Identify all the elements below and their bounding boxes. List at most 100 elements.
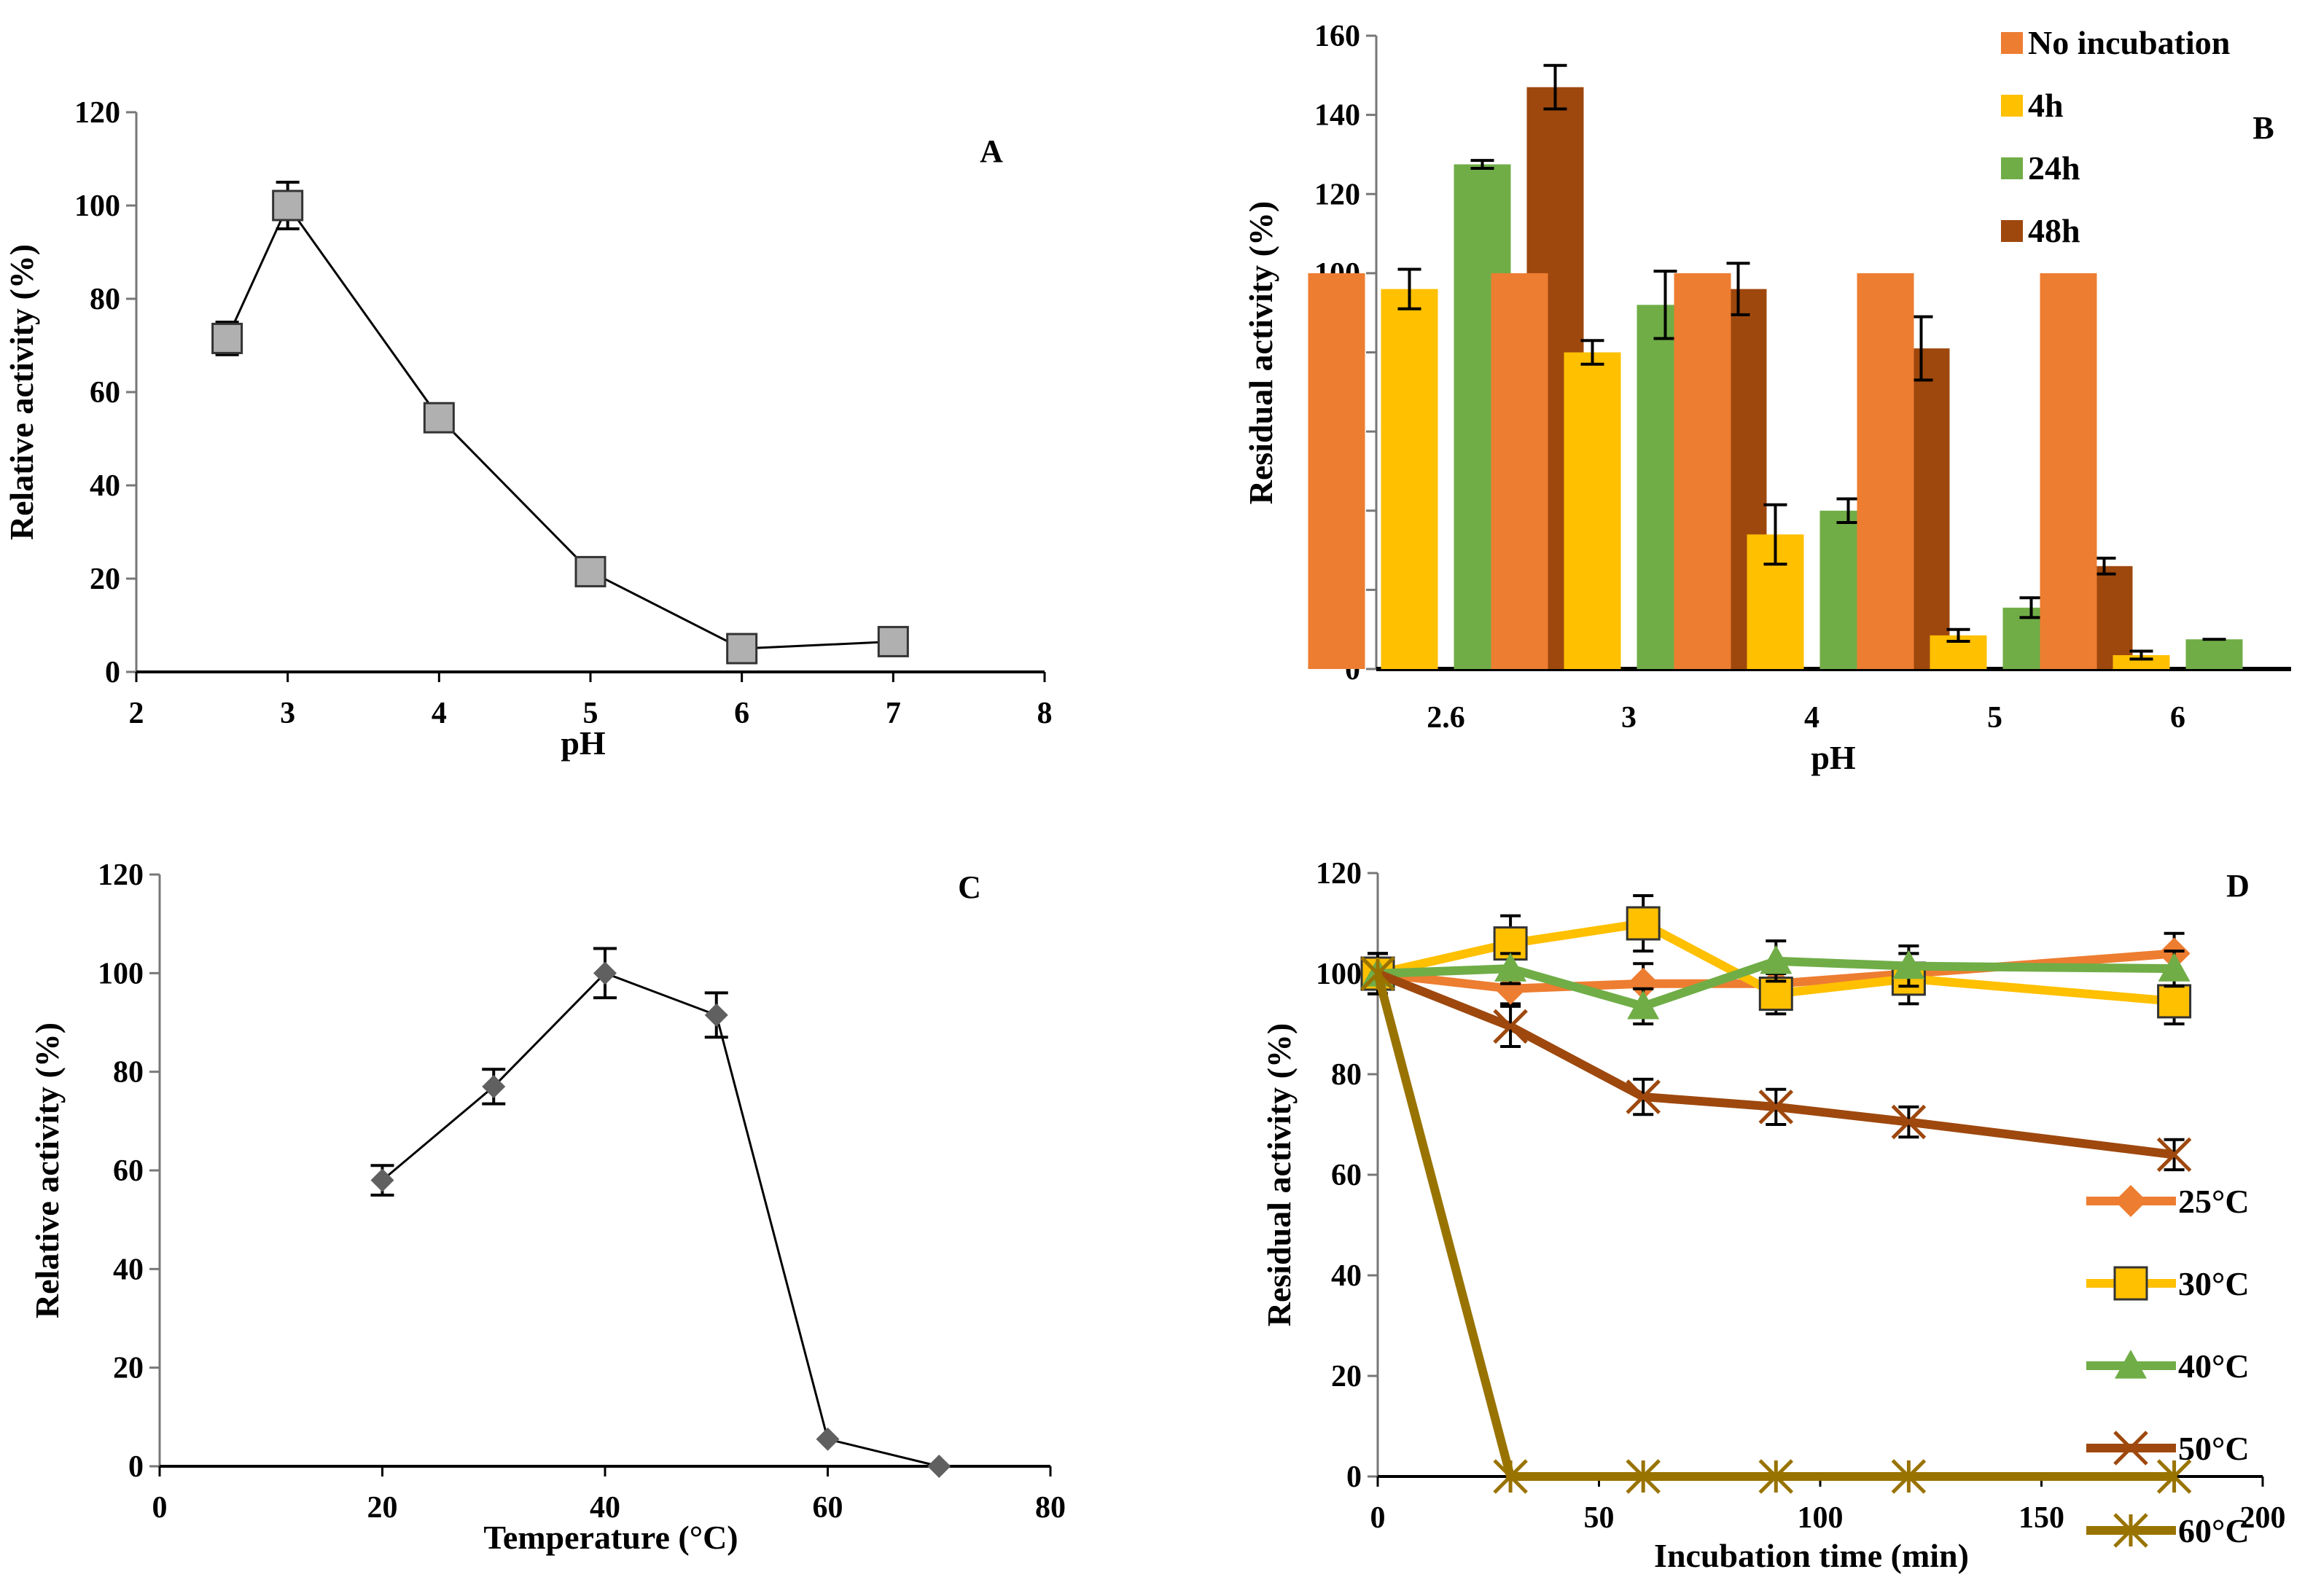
y-tick-label: 120 <box>98 858 144 892</box>
y-tick-label: 80 <box>1331 1058 1362 1092</box>
legend-label: 24h <box>2028 149 2080 187</box>
data-point-marker <box>2113 1513 2148 1548</box>
data-point-marker <box>726 633 758 665</box>
y-tick-label: 0 <box>105 656 120 689</box>
y-tick-label: 0 <box>128 1450 144 1484</box>
data-point-marker <box>2113 1266 2148 1301</box>
y-tick-label: 60 <box>1331 1159 1362 1192</box>
panel-label: C <box>958 869 981 905</box>
bar-no-incubation <box>1308 273 1365 669</box>
data-point-marker <box>1760 944 1793 974</box>
y-tick-label: 0 <box>1346 1460 1362 1494</box>
legend-swatch <box>2001 32 2023 54</box>
x-tick-label: 200 <box>2240 1501 2286 1535</box>
x-tick-label: 6 <box>2170 701 2185 735</box>
panel-label: A <box>980 133 1003 169</box>
error-bar <box>1397 267 1421 310</box>
y-axis-label: Residual activity (%) <box>1260 1023 1298 1327</box>
series-40°C <box>1362 939 2191 1025</box>
error-bar <box>1543 63 1567 111</box>
y-tick-label: 100 <box>74 189 120 223</box>
legend-swatch <box>2001 95 2023 117</box>
error-bar <box>2129 649 2153 661</box>
error-bar <box>1836 497 1860 525</box>
y-tick-label: 160 <box>1314 20 1360 53</box>
legend: No incubation 4h 24h 48h <box>2001 24 2230 249</box>
chart-panel-B: 020406080100120140160pHResidual activity… <box>1242 20 2291 776</box>
y-axis-label: Relative activity (%) <box>28 1022 66 1318</box>
data-point-marker <box>1627 967 1660 1000</box>
data-point-marker <box>482 1074 506 1098</box>
series-pH activity <box>211 181 909 665</box>
y-tick-label: 120 <box>1314 178 1360 211</box>
legend-label: 60°C <box>2178 1512 2250 1549</box>
x-tick-label: 5 <box>583 697 598 730</box>
series-line <box>226 204 894 650</box>
x-tick-label: 50 <box>1584 1501 1615 1535</box>
x-tick-label: 0 <box>152 1491 168 1525</box>
x-axis-label: pH <box>1811 739 1856 776</box>
data-point-marker <box>704 1003 728 1027</box>
data-point-marker <box>2113 1431 2148 1466</box>
bar-no-incubation <box>2040 273 2097 669</box>
series-60°C <box>1360 956 2192 1494</box>
bar-no-incubation <box>1674 273 1731 669</box>
data-point-marker <box>593 961 617 985</box>
legend-label: 40°C <box>2178 1347 2250 1385</box>
x-tick-label: 150 <box>2018 1501 2064 1535</box>
legend-swatch <box>2001 157 2023 179</box>
chart-panel-A: 0 20 40 60 80 100 120 2 3 4 5 6 7 8 pH Relative activit… <box>3 96 1053 762</box>
data-point-marker <box>2156 1137 2192 1173</box>
x-tick-label: 4 <box>1804 701 1819 735</box>
series-Temperature activity <box>370 947 951 1478</box>
error-bar <box>1946 627 1970 643</box>
y-axis-label: Relative activity (%) <box>3 244 40 540</box>
x-tick-label: 2.6 <box>1427 701 1465 735</box>
x-tick-label: 7 <box>886 697 901 730</box>
data-point-marker <box>877 625 909 657</box>
bar-4h <box>2113 654 2170 669</box>
x-tick-label: 0 <box>1370 1501 1386 1535</box>
error-bar <box>1763 503 1787 566</box>
data-point-marker <box>1626 1459 1661 1494</box>
y-tick-label: 120 <box>74 96 120 130</box>
error-bar <box>1580 339 1604 366</box>
data-point-marker <box>1626 1079 1661 1114</box>
error-bar <box>1470 159 1494 170</box>
series-line <box>1376 919 2175 1006</box>
y-tick-label: 20 <box>1331 1360 1362 1393</box>
y-tick-label: 120 <box>1316 857 1362 891</box>
y-tick-label: 40 <box>1331 1259 1362 1293</box>
data-point-marker <box>1758 1459 1794 1494</box>
x-axis-label: Temperature (°C) <box>483 1519 738 1556</box>
data-point-marker <box>2156 1459 2192 1494</box>
data-point-marker <box>2115 1350 2147 1379</box>
legend-label: No incubation <box>2028 24 2230 61</box>
data-point-marker <box>574 555 606 587</box>
data-point-marker <box>1360 956 1395 991</box>
series-50°C <box>1360 952 2192 1173</box>
data-point-marker <box>1892 950 1925 979</box>
data-point-marker <box>2115 1185 2147 1217</box>
series-line <box>1377 956 2174 1011</box>
data-point-marker <box>1627 990 1660 1020</box>
error-bar <box>1653 270 1677 340</box>
x-tick-label: 80 <box>1035 1491 1066 1525</box>
x-axis-label: Incubation time (min) <box>1654 1537 1969 1574</box>
x-tick-label: 2 <box>129 697 144 730</box>
y-tick-label: 60 <box>113 1154 144 1188</box>
y-axis-label: Residual activity (%) <box>1242 201 1279 505</box>
data-point-marker <box>1758 1090 1794 1124</box>
y-tick-label: 100 <box>98 957 144 990</box>
x-tick-label: 3 <box>1621 701 1637 735</box>
panel-label: D <box>2226 868 2250 904</box>
y-tick-label: 40 <box>90 469 120 503</box>
x-axis-label: pH <box>561 724 606 762</box>
data-point-marker <box>1626 906 1661 941</box>
data-point-marker <box>2158 952 2191 982</box>
data-point-marker <box>927 1455 951 1478</box>
legend: 25°C 30°C 40°C 50°C 60°C <box>2086 1183 2250 1549</box>
data-point-marker <box>272 189 304 222</box>
error-bar <box>2019 596 2043 619</box>
data-point-marker <box>423 402 455 434</box>
